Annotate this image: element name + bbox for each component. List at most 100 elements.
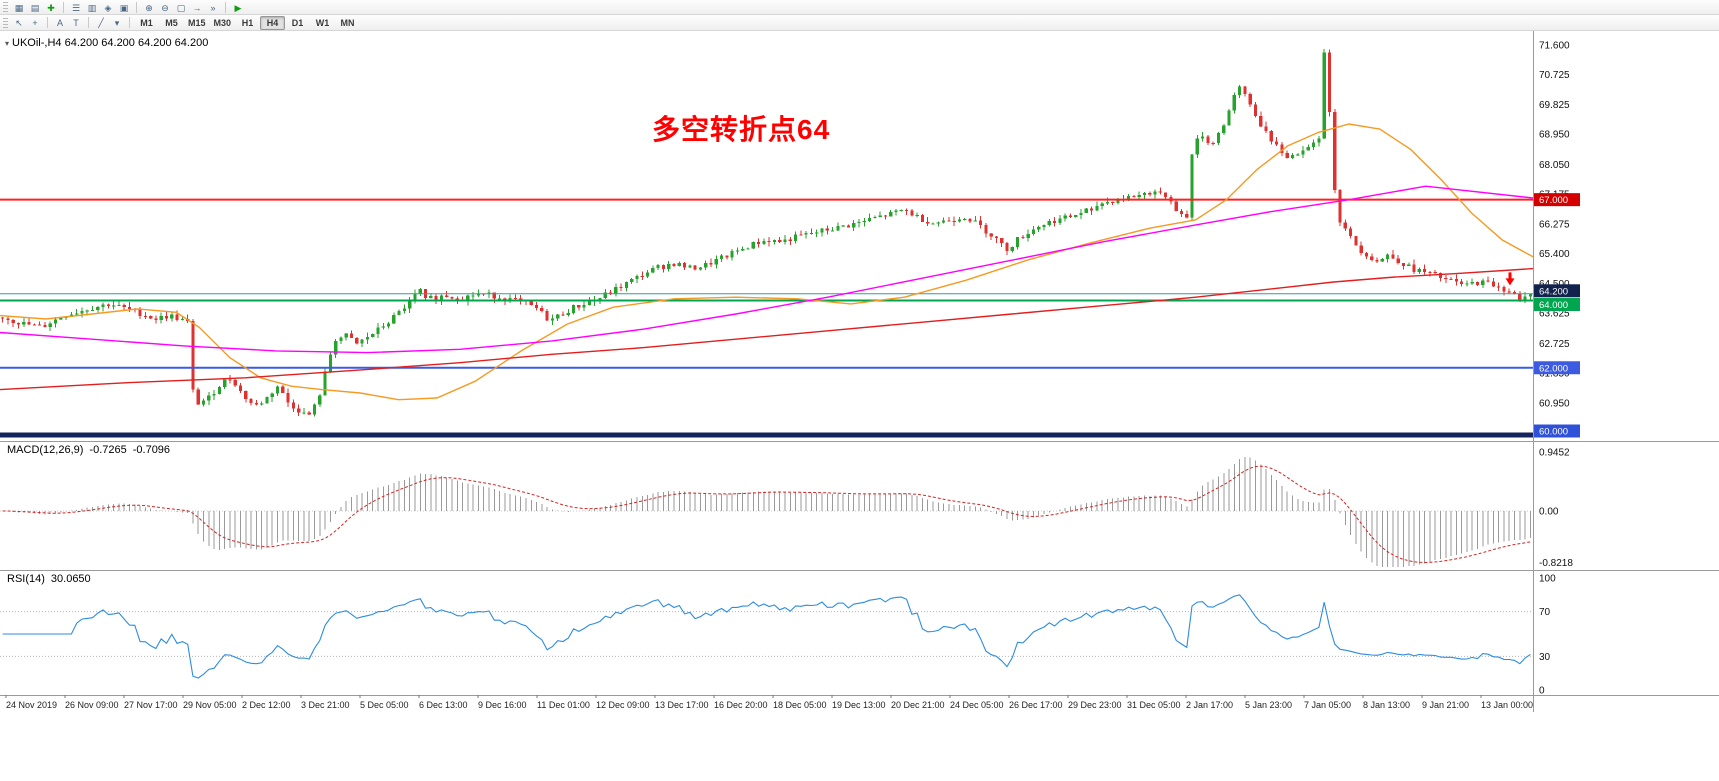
time-axis-label: 29 Dec 23:00 — [1068, 700, 1122, 710]
toolbar-separator — [136, 1, 137, 13]
price-scale-label: 69.825 — [1539, 100, 1570, 111]
time-axis-label: 2 Dec 12:00 — [242, 700, 291, 710]
time-axis-label: 8 Jan 13:00 — [1363, 700, 1410, 710]
chart-profiles-icon[interactable]: ▤ — [30, 2, 40, 13]
macd-scale-label: -0.8218 — [1539, 558, 1573, 569]
timeframe-buttons: M1 M5 M15 M30 H1 H4 D1 W1 MN — [134, 15, 360, 30]
time-axis-label: 19 Dec 13:00 — [832, 700, 886, 710]
rsi-name: RSI(14) — [7, 573, 45, 585]
rsi-line — [2, 594, 1531, 679]
symbol-ohlc-text: UKOil-,H4 64.200 64.200 64.200 64.200 — [12, 37, 209, 49]
time-axis-label: 20 Dec 21:00 — [891, 700, 945, 710]
new-chart-icon[interactable]: ▦ — [14, 2, 24, 13]
ma-slow-red-line — [0, 267, 1533, 391]
price-badge-text: 67.000 — [1539, 195, 1568, 206]
zoom-in-icon[interactable]: ⊕ — [145, 2, 153, 13]
timeframe-button-W1[interactable]: W1 — [315, 17, 330, 28]
time-axis-label: 5 Jan 23:00 — [1245, 700, 1292, 710]
macd-indicator-label: MACD(12,26,9) -0.7265 -0.7096 — [7, 444, 170, 456]
time-axis-label: 11 Dec 01:00 — [537, 700, 590, 710]
macd-value-signal: -0.7096 — [132, 444, 171, 456]
macd-signal-line — [2, 465, 1531, 564]
price-badge-64.000 — [1534, 298, 1580, 312]
toolbar-separator — [88, 17, 89, 28]
text-label-icon[interactable]: T — [73, 18, 79, 28]
price-scale-label: 70.725 — [1539, 70, 1570, 81]
terminal-icon[interactable]: ▣ — [119, 2, 129, 13]
time-axis-label: 26 Dec 17:00 — [1009, 700, 1063, 710]
time-axis-label: 13 Jan 00:00 — [1481, 700, 1533, 710]
toolbar-standard: ▦ ▤ ✚ ☰ ▥ ◈ ▣ ⊕ ⊖ ▢ → » ▶ — [0, 0, 1719, 15]
mt4-window: ▦ ▤ ✚ ☰ ▥ ◈ ▣ ⊕ ⊖ ▢ →» ▶ ↖ + A T ╱ ▾ M1 M5 M15 M30 H1 H4 D1 W1 M… — [0, 0, 1719, 712]
price-scale-label: 60.950 — [1539, 399, 1570, 410]
shapes-dropdown-icon[interactable]: ▾ — [114, 18, 120, 28]
macd-name: MACD(12,26,9) — [7, 444, 84, 456]
toolbar-separator — [129, 17, 130, 28]
ma-mid-magenta-line — [0, 185, 1533, 354]
time-scale-area[interactable] — [0, 695, 1719, 712]
price-badge-text: 64.000 — [1539, 300, 1568, 311]
market-watch-icon[interactable]: ☰ — [71, 2, 81, 13]
chart-canvas[interactable]: 71.60070.72569.82568.95068.05067.17566.2… — [0, 31, 1719, 712]
price-scale-area[interactable] — [1533, 31, 1719, 695]
timeframe-button-M30[interactable]: M30 — [213, 17, 232, 28]
timeframe-button-M15[interactable]: M15 — [188, 17, 206, 28]
timeframe-button-MN[interactable]: MN — [340, 17, 355, 28]
rsi-scale-label: 30 — [1539, 652, 1551, 663]
toolbar-grip-2[interactable] — [3, 17, 8, 28]
cursor-icon[interactable]: ↖ — [15, 18, 23, 28]
time-axis-label: 2 Jan 17:00 — [1186, 700, 1233, 710]
time-axis-label: 27 Nov 17:00 — [124, 700, 178, 710]
timeframe-button-M5[interactable]: M5 — [165, 17, 178, 28]
rsi-scale-label: 100 — [1539, 574, 1556, 585]
price-badge-64.200 — [1534, 284, 1580, 298]
time-axis-label: 3 Dec 21:00 — [301, 700, 350, 710]
text-annotation-icon[interactable]: A — [56, 18, 63, 28]
price-scale-label: 68.950 — [1539, 130, 1570, 141]
price-badge-text: 60.000 — [1539, 427, 1568, 438]
timeframe-button-M1[interactable]: M1 — [140, 17, 153, 28]
draw-trendline-icon[interactable]: ╱ — [98, 18, 104, 28]
time-axis-label: 9 Dec 16:00 — [478, 700, 527, 710]
price-scale-label: 68.050 — [1539, 160, 1570, 171]
timeframe-button-H4[interactable]: H4 — [260, 15, 286, 30]
time-axis-label: 13 Dec 17:00 — [655, 700, 709, 710]
price-scale-label: 65.400 — [1539, 249, 1570, 260]
one-click-trading-toggle[interactable]: ▾ — [5, 38, 10, 48]
ma-fast-orange-line — [0, 123, 1533, 401]
price-badge-67.000 — [1534, 193, 1580, 207]
new-order-icon[interactable]: ✚ — [47, 2, 55, 13]
time-axis-label: 24 Dec 05:00 — [950, 700, 1004, 710]
auto-trading-icon[interactable]: ▶ — [234, 2, 242, 13]
price-scale-label: 71.600 — [1539, 41, 1570, 52]
tile-windows-icon[interactable]: ▢ — [176, 2, 186, 13]
chart-plot-area[interactable] — [0, 31, 1533, 441]
auto-scroll-icon[interactable]: → — [192, 2, 202, 13]
time-axis-label: 26 Nov 09:00 — [65, 700, 119, 710]
price-scale-label: 66.275 — [1539, 220, 1570, 231]
navigator-icon[interactable]: ◈ — [104, 2, 112, 13]
toolbar-standard-icons: ▦ ▤ ✚ ☰ ▥ ◈ ▣ ⊕ ⊖ ▢ → » ▶ — [11, 1, 246, 14]
time-axis-label: 7 Jan 05:00 — [1304, 700, 1351, 710]
chart-annotation-text: 多空转折点64 — [652, 114, 831, 145]
chart-symbol-header: ▾ UKOil-,H4 64.200 64.200 64.200 64.200 — [5, 37, 208, 49]
timeframe-button-H1[interactable]: H1 — [241, 17, 254, 28]
price-badge-text: 62.000 — [1539, 363, 1568, 374]
data-window-icon[interactable]: ▥ — [87, 2, 97, 13]
rsi-indicator-label: RSI(14) 30.0650 — [7, 573, 91, 585]
timeframe-button-D1[interactable]: D1 — [291, 17, 304, 28]
time-axis-label: 12 Dec 09:00 — [596, 700, 650, 710]
zoom-out-icon[interactable]: ⊖ — [161, 2, 169, 13]
price-badge-60.000 — [1534, 424, 1580, 438]
chart-shift-icon[interactable]: » — [210, 2, 216, 13]
toolbar-grip[interactable] — [3, 2, 8, 12]
sell-arrow-icon — [1505, 272, 1515, 286]
macd-scale-label: 0.00 — [1539, 507, 1559, 518]
time-axis-label: 6 Dec 13:00 — [419, 700, 468, 710]
crosshair-icon[interactable]: + — [32, 18, 38, 28]
price-scale-label: 62.725 — [1539, 339, 1570, 350]
time-axis-label: 18 Dec 05:00 — [773, 700, 827, 710]
price-scale-label: 63.625 — [1539, 309, 1570, 320]
price-badge-text: 64.200 — [1539, 286, 1568, 297]
time-axis-label: 16 Dec 20:00 — [714, 700, 768, 710]
